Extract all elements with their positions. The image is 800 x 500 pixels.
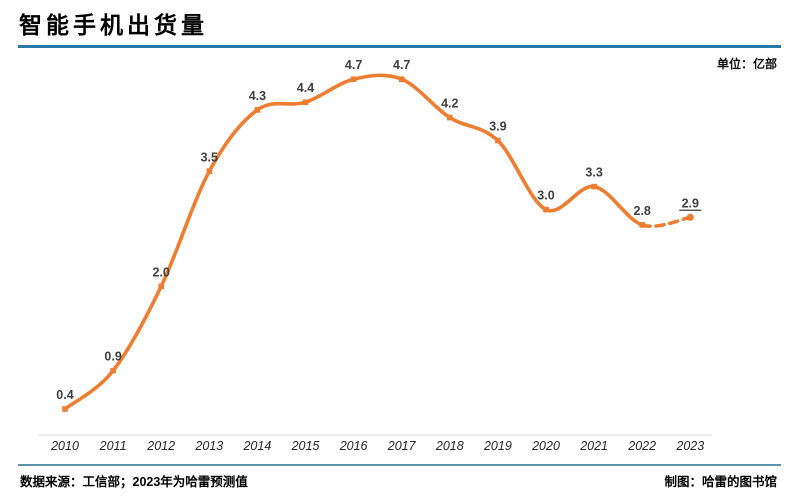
page-title: 智能手机出货量	[19, 12, 208, 38]
data-point-marker	[350, 76, 357, 83]
data-point-marker	[686, 213, 694, 221]
data-point-marker	[543, 206, 549, 213]
data-label: 3.9	[489, 120, 506, 134]
x-tick-label: 2021	[579, 439, 608, 453]
data-point-marker	[206, 168, 213, 175]
unit-label: 单位：亿部	[716, 57, 777, 71]
x-tick-label: 2018	[435, 439, 464, 453]
data-point-marker	[254, 107, 261, 113]
x-tick-label: 2014	[242, 439, 271, 453]
data-label: 4.2	[441, 97, 458, 111]
data-label: 3.3	[585, 166, 602, 180]
data-point-marker	[591, 183, 597, 190]
x-tick-label: 2010	[50, 439, 79, 453]
data-label: 3.5	[201, 150, 218, 164]
data-source-note: 数据来源：工信部；2023年为哈雷预测值	[20, 475, 248, 489]
x-tick-label: 2017	[387, 439, 417, 453]
data-label: 4.4	[297, 81, 314, 95]
x-tick-label: 2015	[291, 439, 320, 453]
data-point-marker	[158, 283, 164, 290]
data-label: 0.9	[104, 350, 121, 364]
x-tick-label: 2016	[339, 439, 368, 453]
credit-note: 制图：哈雷的图书馆	[664, 475, 777, 489]
data-point-marker	[110, 367, 116, 374]
data-label: 4.3	[249, 89, 266, 103]
data-label: 4.7	[345, 58, 362, 72]
data-label: 2.8	[634, 204, 651, 218]
data-point-marker	[495, 137, 501, 144]
data-label: 4.7	[393, 58, 410, 72]
footer-divider	[18, 464, 781, 466]
data-point-marker	[639, 222, 645, 228]
data-label: 2.0	[153, 265, 170, 279]
x-tick-label: 2012	[146, 439, 175, 453]
data-point-marker	[447, 114, 453, 121]
x-tick-label: 2023	[675, 439, 704, 453]
series-line-solid	[63, 73, 644, 411]
title-divider	[18, 45, 781, 48]
x-tick-label: 2020	[531, 439, 560, 453]
data-label: 2.9	[682, 196, 699, 210]
x-tick-label: 2013	[194, 439, 223, 453]
data-label: 3.0	[537, 189, 554, 203]
x-tick-label: 2011	[99, 439, 127, 453]
data-point-marker	[62, 406, 68, 412]
x-tick-label: 2022	[627, 439, 656, 453]
data-point-marker	[302, 99, 309, 106]
series-line-dashed-forecast	[640, 215, 693, 228]
x-tick-label: 2019	[483, 439, 512, 453]
data-point-marker	[398, 76, 405, 83]
data-label: 0.4	[56, 388, 73, 402]
